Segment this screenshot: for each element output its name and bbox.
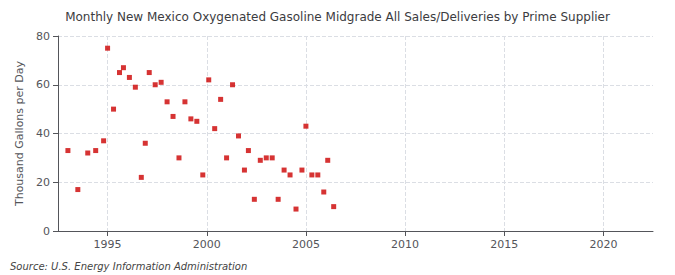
svg-text:1995: 1995 [94, 238, 122, 251]
svg-text:80: 80 [36, 30, 50, 43]
svg-text:Monthly New Mexico Oxygenated: Monthly New Mexico Oxygenated Gasoline M… [65, 10, 610, 24]
svg-text:2005: 2005 [292, 238, 320, 251]
svg-text:2020: 2020 [589, 238, 617, 251]
svg-text:40: 40 [36, 127, 50, 140]
svg-text:2015: 2015 [490, 238, 518, 251]
svg-text:2010: 2010 [391, 238, 419, 251]
svg-text:20: 20 [36, 176, 50, 189]
svg-text:2000: 2000 [193, 238, 221, 251]
svg-text:Source: U.S. Energy Informatio: Source: U.S. Energy Information Administ… [10, 261, 247, 272]
svg-text:0: 0 [43, 225, 50, 238]
svg-text:60: 60 [36, 78, 50, 91]
svg-text:Thousand Gallons per Day: Thousand Gallons per Day [13, 60, 26, 207]
